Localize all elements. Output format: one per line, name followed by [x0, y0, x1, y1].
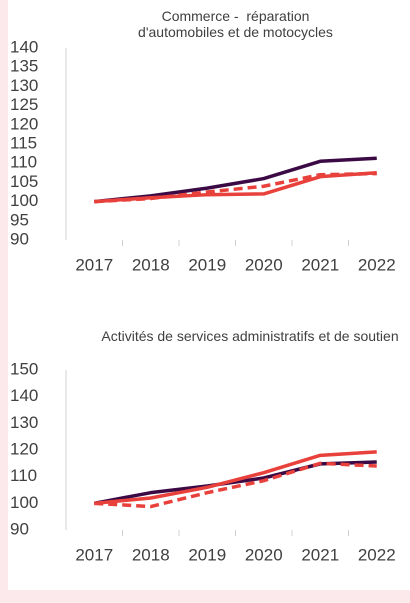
y-tick-label: 130 — [10, 76, 38, 95]
x-tick-label: 2019 — [188, 255, 226, 274]
y-tick-label: 90 — [10, 229, 29, 248]
series-line — [94, 461, 377, 509]
x-tick-label: 2022 — [358, 545, 396, 564]
series-line — [94, 171, 377, 204]
x-tick-label: 2020 — [245, 545, 283, 564]
y-tick-label: 140 — [10, 386, 38, 405]
chart-title: Activités de services administratifs et … — [101, 328, 399, 344]
x-tick-label: 2018 — [132, 545, 170, 564]
x-tick-label: 2017 — [75, 545, 113, 564]
series-line — [93, 460, 377, 506]
x-tick-label: 2021 — [301, 255, 339, 274]
y-tick-label: 150 — [10, 359, 38, 378]
y-tick-label: 110 — [10, 466, 37, 485]
chart-title: Commerce - réparation d'automobiles et d… — [138, 8, 333, 40]
y-tick-label: 100 — [10, 191, 38, 210]
x-tick-label: 2020 — [245, 255, 283, 274]
y-tick-label: 135 — [10, 57, 38, 76]
series-line — [94, 171, 377, 204]
y-tick-label: 120 — [10, 114, 38, 133]
x-tick-label: 2022 — [358, 255, 396, 274]
y-tick-label: 90 — [10, 519, 29, 538]
y-tick-label: 140 — [10, 37, 38, 56]
y-tick-label: 105 — [10, 172, 38, 191]
x-tick-label: 2017 — [75, 255, 113, 274]
y-tick-label: 110 — [10, 153, 37, 172]
y-tick-label: 120 — [10, 439, 38, 458]
x-tick-label: 2021 — [301, 545, 339, 564]
y-tick-label: 95 — [10, 210, 29, 229]
x-tick-label: 2018 — [132, 255, 170, 274]
x-tick-label: 2019 — [188, 545, 226, 564]
y-tick-label: 115 — [10, 133, 37, 152]
y-tick-label: 125 — [10, 95, 38, 114]
y-tick-label: 130 — [10, 413, 38, 432]
y-tick-label: 100 — [10, 493, 38, 512]
series-line — [94, 450, 377, 506]
